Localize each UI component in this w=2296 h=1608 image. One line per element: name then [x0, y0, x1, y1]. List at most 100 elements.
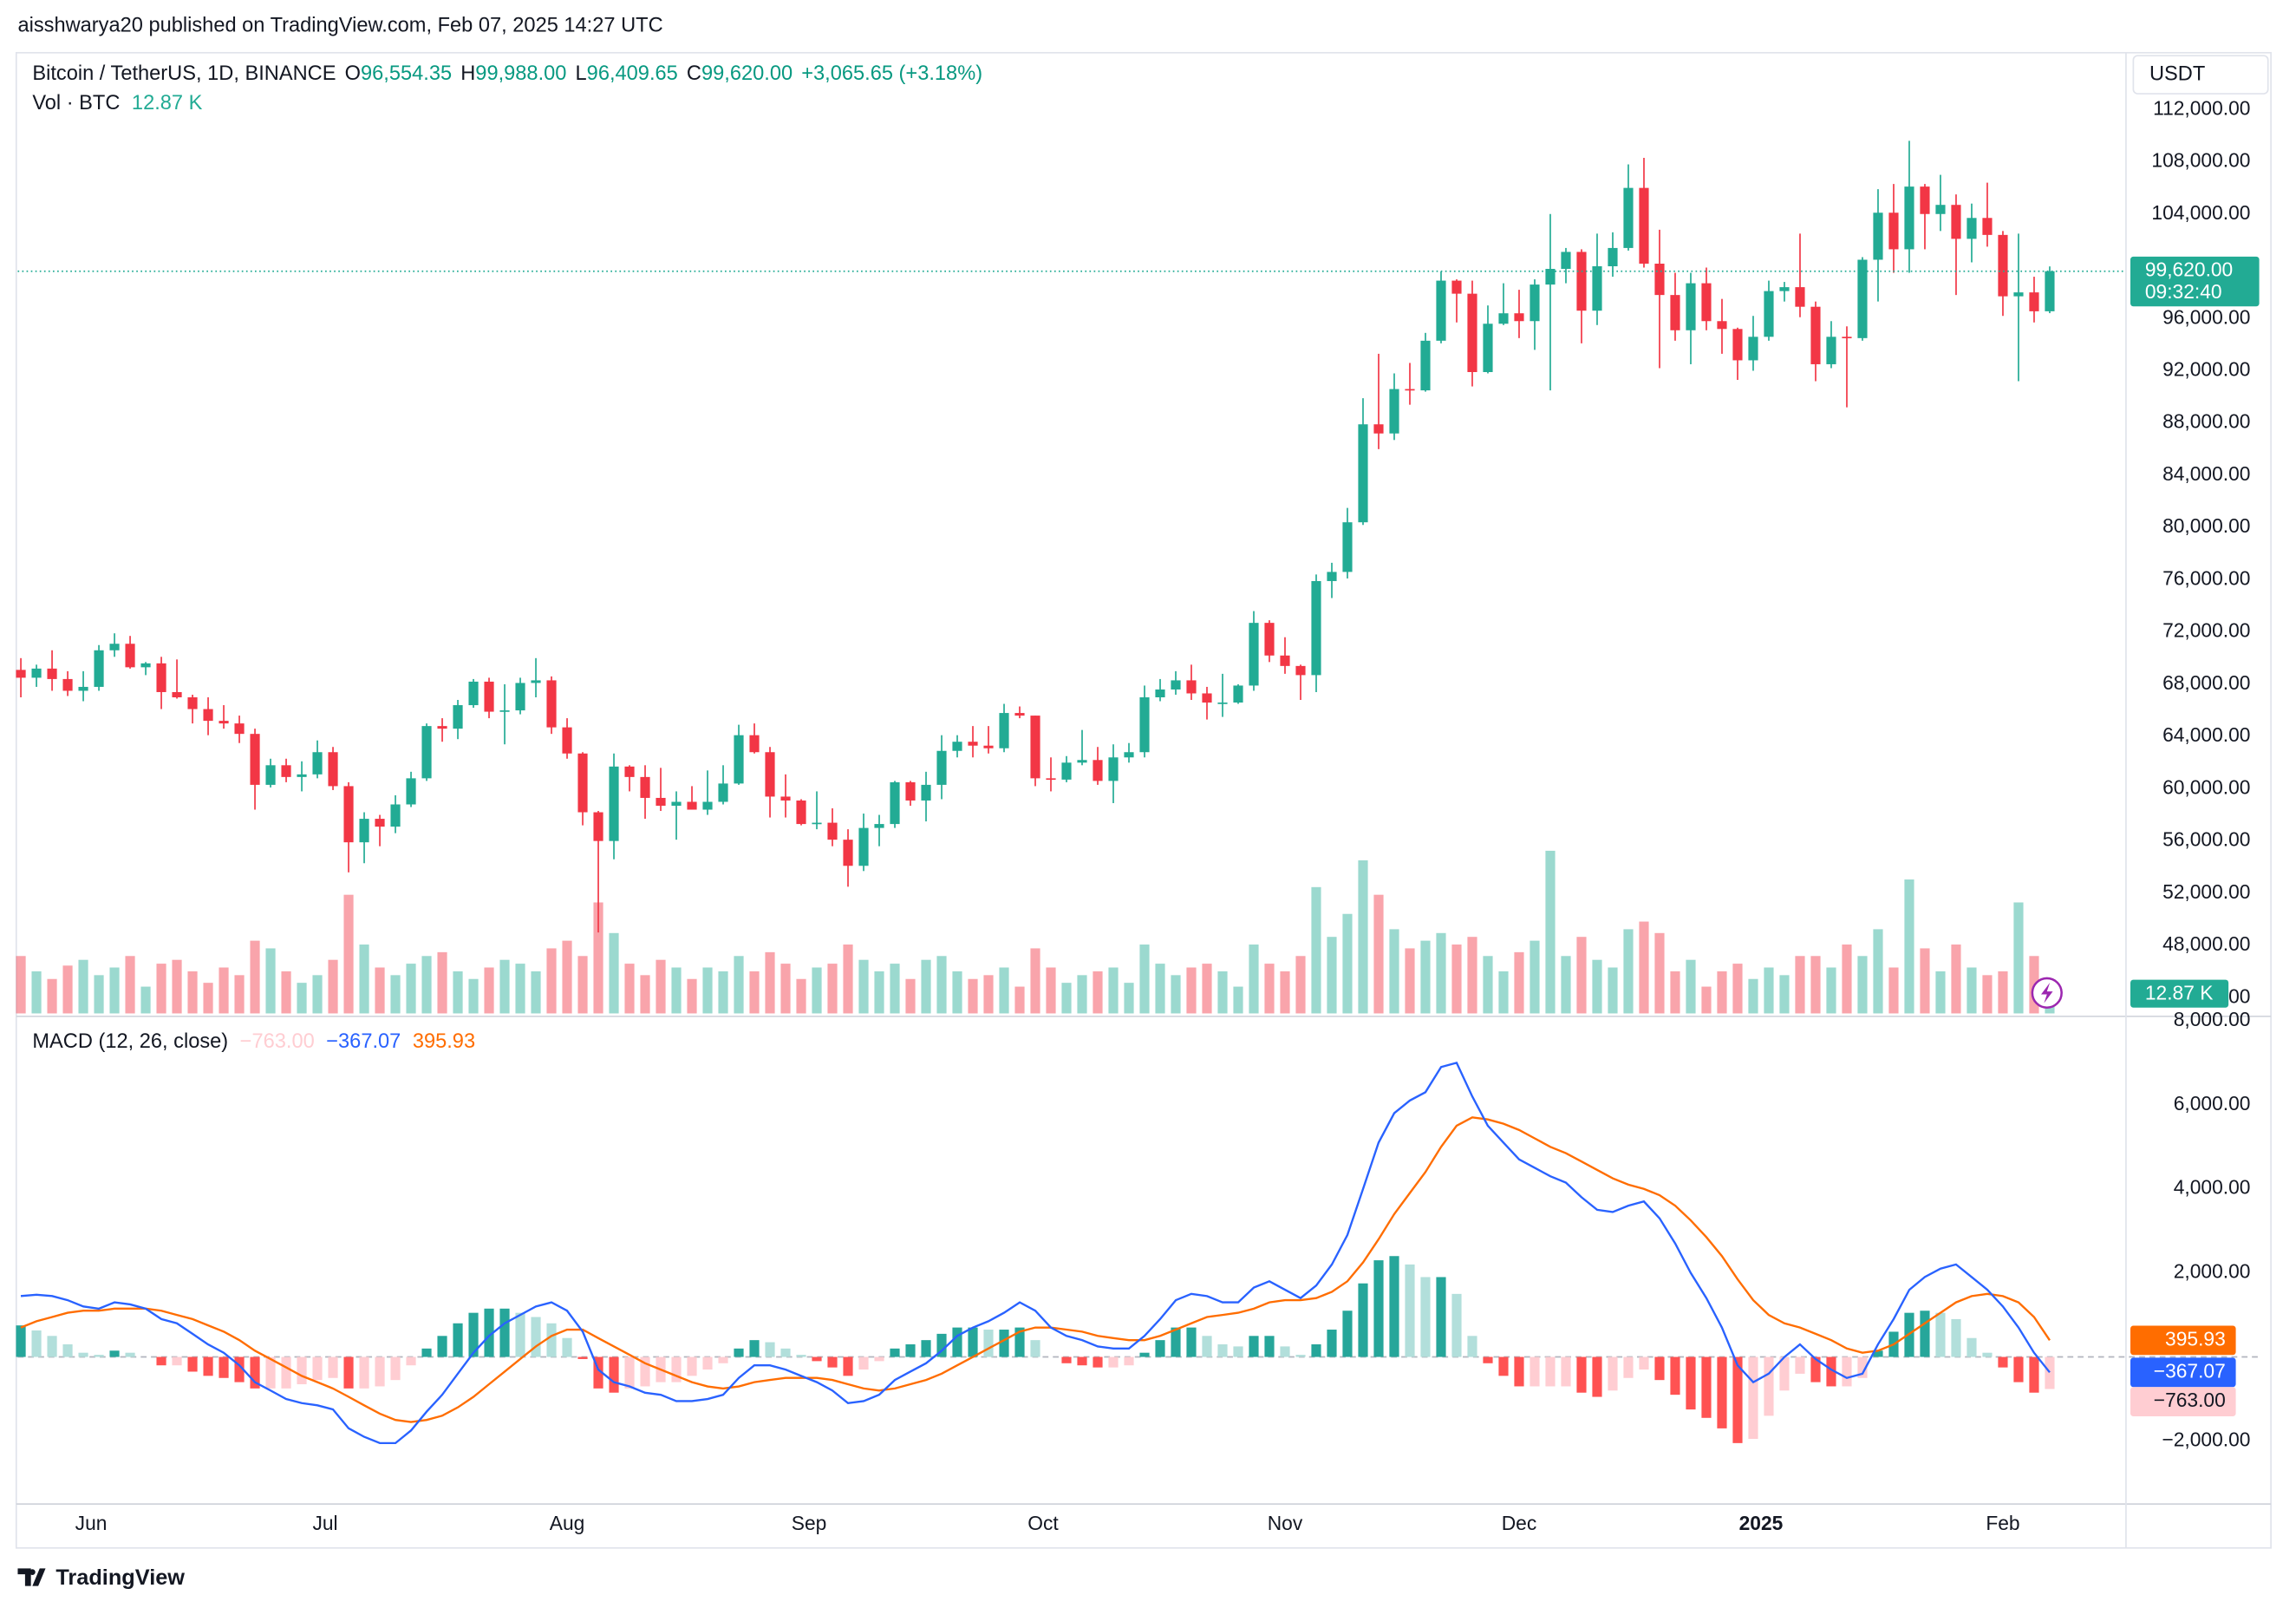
candle-body — [281, 765, 291, 777]
histogram-bar — [281, 1356, 291, 1389]
histogram-bar — [1061, 1356, 1072, 1363]
volume-bar — [1608, 967, 1618, 1014]
histogram-bar — [1795, 1356, 1805, 1374]
candle-body — [1764, 291, 1774, 337]
candle-body — [702, 801, 713, 810]
volume-bar — [1530, 940, 1540, 1014]
candle-body — [16, 670, 26, 678]
volume-bar — [1498, 971, 1509, 1014]
currency-box[interactable] — [2132, 55, 2269, 95]
volume-bar — [1139, 945, 1150, 1014]
candle-body — [1888, 212, 1899, 250]
candle-body — [312, 752, 323, 775]
histogram-bar — [499, 1308, 510, 1357]
candle-body — [1295, 665, 1306, 676]
volume-value: 12.87 K — [132, 92, 203, 114]
candle-body — [1139, 696, 1150, 753]
low: 96,409.65 — [587, 62, 678, 85]
volume-bar — [1451, 945, 1462, 1014]
volume-bar — [1764, 967, 1774, 1014]
macd-title: MACD (12, 26, close) — [32, 1030, 228, 1053]
candle-body — [593, 812, 603, 841]
candle-body — [765, 752, 775, 797]
histogram-bar — [983, 1330, 994, 1357]
histogram-bar — [765, 1342, 775, 1357]
histogram-bar — [390, 1356, 401, 1381]
histogram-bar — [1217, 1343, 1228, 1357]
candle-body — [1264, 623, 1275, 656]
volume-bar — [1935, 971, 1946, 1014]
candle-body — [1451, 280, 1462, 294]
candle-body — [1654, 263, 1665, 296]
candle-body — [1093, 760, 1103, 781]
candle-body — [1061, 762, 1072, 780]
legend-macd: MACD (12, 26, close) −763.00 −367.07 395.93 — [32, 1030, 475, 1053]
histogram-bar — [531, 1317, 541, 1357]
histogram-bar — [1623, 1356, 1634, 1378]
candle-body — [1967, 218, 1977, 239]
volume-tag-text: 12.87 K — [2145, 982, 2214, 1004]
histogram-bar — [687, 1356, 697, 1376]
histogram-bar — [827, 1356, 838, 1368]
candle-body — [812, 822, 822, 825]
l-key: L — [576, 62, 587, 85]
volume-bar — [1732, 964, 1743, 1014]
volume-bar — [1967, 967, 1977, 1014]
histogram-bar — [671, 1356, 682, 1382]
histogram-bar — [1327, 1330, 1337, 1357]
candle-body — [78, 686, 88, 691]
volume-bar — [78, 959, 88, 1014]
volume-bar — [1264, 964, 1275, 1014]
histogram-bar — [905, 1343, 916, 1357]
histogram-bar — [219, 1356, 229, 1378]
histogram-bar — [1826, 1356, 1836, 1387]
candle-body — [983, 745, 994, 748]
volume-bar — [562, 940, 572, 1014]
candle-body — [1748, 337, 1758, 361]
signal-line — [20, 1116, 2051, 1423]
volume-bar — [187, 971, 198, 1014]
candle-body — [1810, 306, 1821, 364]
candle-body — [1467, 293, 1477, 372]
volume-bar — [874, 971, 884, 1014]
candle-body — [1046, 778, 1056, 781]
candle-body — [1842, 337, 1852, 339]
candle-body — [297, 774, 307, 777]
candle-body — [921, 784, 931, 801]
candle-body — [1373, 424, 1384, 434]
candle-body — [1327, 572, 1337, 581]
histogram-bar — [265, 1356, 276, 1389]
volume-bar — [702, 967, 713, 1014]
volume-bar — [1358, 860, 1368, 1014]
volume-bar — [343, 894, 354, 1014]
y-tick-label: 84,000.00 — [2162, 462, 2250, 485]
candle-body — [2013, 292, 2024, 297]
volume-bar — [1701, 986, 1712, 1014]
macd-tick-label: 6,000.00 — [2174, 1092, 2251, 1114]
brand: TradingView — [55, 1566, 185, 1590]
candle-body — [1639, 187, 1649, 264]
volume-bar — [1561, 956, 1571, 1014]
candle-body — [515, 683, 525, 711]
histogram-bar — [1686, 1356, 1696, 1410]
histogram-bar — [624, 1356, 635, 1389]
volume-bar — [140, 986, 151, 1014]
macd-value: −367.07 — [326, 1030, 401, 1053]
candle-body — [1420, 340, 1431, 391]
histogram-bar — [1233, 1346, 1243, 1357]
volume-bar — [125, 956, 135, 1014]
volume-bar — [359, 945, 369, 1014]
volume-bar — [2013, 902, 2024, 1014]
histogram-bar — [484, 1308, 494, 1357]
candle-body — [718, 783, 728, 802]
volume-bar — [1014, 986, 1025, 1014]
volume-bar — [1124, 983, 1134, 1014]
candle-body — [328, 752, 338, 787]
histogram-bar — [1530, 1356, 1540, 1387]
volume-bar — [1842, 945, 1852, 1014]
symbol: Bitcoin / TetherUS, 1D, BINANCE — [32, 62, 336, 85]
candle-body — [1951, 205, 1961, 239]
histogram-bar — [1982, 1352, 1993, 1357]
volume-bar — [1467, 937, 1477, 1014]
volume-bar — [1061, 983, 1072, 1014]
